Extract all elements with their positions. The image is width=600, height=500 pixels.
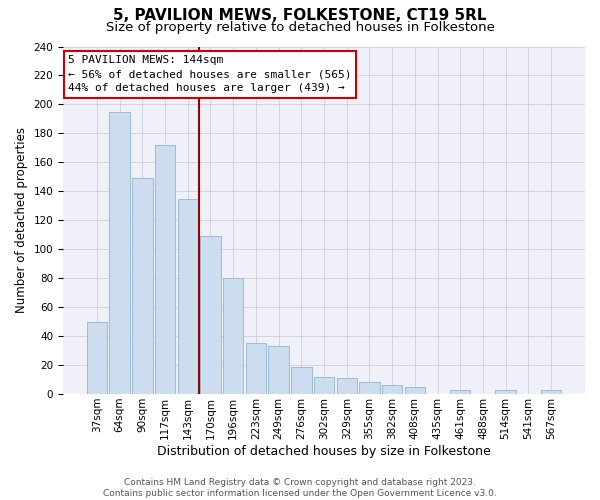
- Text: Contains HM Land Registry data © Crown copyright and database right 2023.
Contai: Contains HM Land Registry data © Crown c…: [103, 478, 497, 498]
- Bar: [223, 278, 244, 394]
- X-axis label: Distribution of detached houses by size in Folkestone: Distribution of detached houses by size …: [157, 444, 491, 458]
- Bar: [314, 376, 334, 394]
- Bar: [450, 390, 470, 394]
- Bar: [496, 390, 516, 394]
- Bar: [291, 366, 311, 394]
- Bar: [87, 322, 107, 394]
- Bar: [382, 386, 403, 394]
- Bar: [337, 378, 357, 394]
- Bar: [178, 198, 198, 394]
- Bar: [245, 344, 266, 394]
- Bar: [155, 145, 175, 394]
- Text: 5 PAVILION MEWS: 144sqm
← 56% of detached houses are smaller (565)
44% of detach: 5 PAVILION MEWS: 144sqm ← 56% of detache…: [68, 55, 352, 93]
- Bar: [359, 382, 380, 394]
- Bar: [132, 178, 152, 394]
- Bar: [200, 236, 221, 394]
- Bar: [541, 390, 561, 394]
- Bar: [404, 387, 425, 394]
- Bar: [268, 346, 289, 394]
- Text: 5, PAVILION MEWS, FOLKESTONE, CT19 5RL: 5, PAVILION MEWS, FOLKESTONE, CT19 5RL: [113, 8, 487, 22]
- Y-axis label: Number of detached properties: Number of detached properties: [15, 128, 28, 314]
- Bar: [109, 112, 130, 394]
- Text: Size of property relative to detached houses in Folkestone: Size of property relative to detached ho…: [106, 21, 494, 34]
